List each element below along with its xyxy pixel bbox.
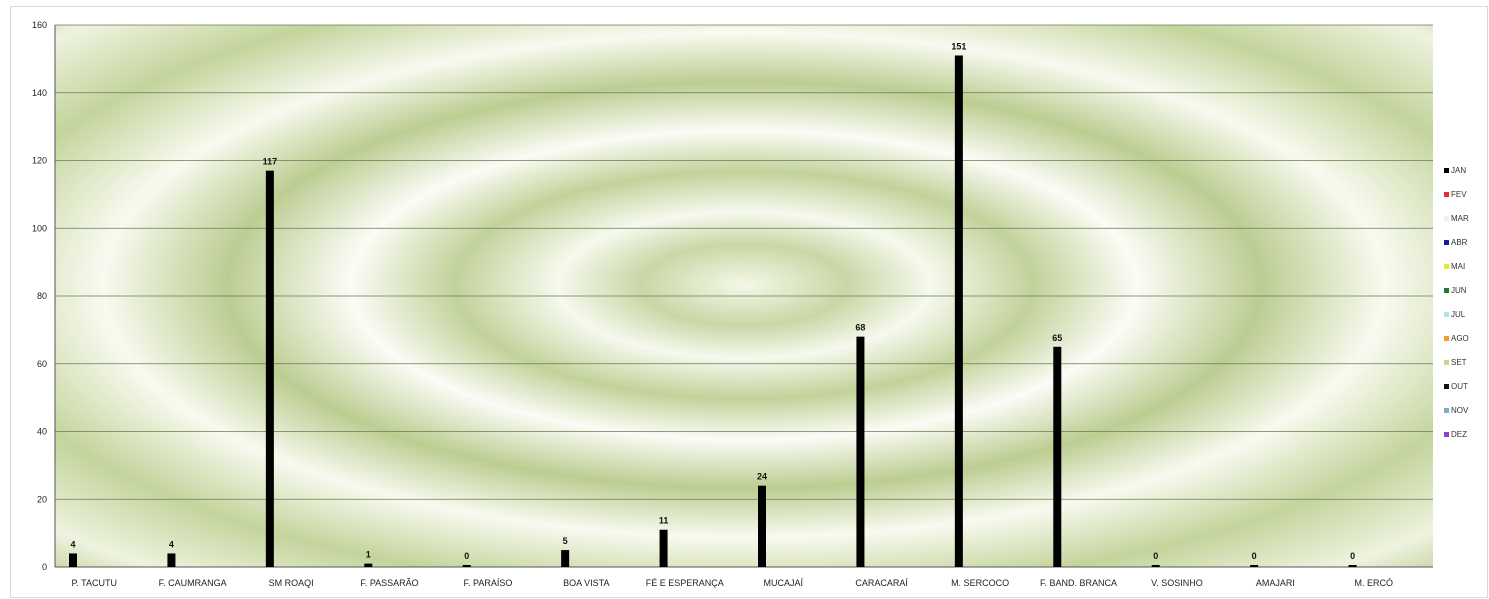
legend-entry-label: JUN <box>1451 286 1467 295</box>
data-label: 11 <box>659 516 669 526</box>
legend-swatch <box>1444 240 1449 245</box>
data-label: 151 <box>951 41 966 51</box>
data-label: 4 <box>169 539 174 549</box>
y-tick-label: 20 <box>37 494 47 504</box>
x-tick-label: AMAJARI <box>1256 578 1295 588</box>
bar <box>561 550 570 567</box>
y-tick-label: 140 <box>32 88 47 98</box>
legend-entry-label: MAR <box>1451 214 1469 223</box>
legend-swatch <box>1444 192 1449 197</box>
bar <box>1250 565 1259 567</box>
data-label: 1 <box>366 550 371 560</box>
bar <box>462 565 471 567</box>
data-label: 0 <box>1252 551 1257 561</box>
legend-swatch <box>1444 312 1449 317</box>
legend-swatch <box>1444 336 1449 341</box>
x-tick-label: M. ERCÓ <box>1355 578 1394 588</box>
legend-entry-label: DEZ <box>1451 430 1467 439</box>
bar <box>167 553 176 567</box>
data-label: 5 <box>563 536 568 546</box>
y-tick-label: 100 <box>32 223 47 233</box>
legend-entry-label: JAN <box>1451 166 1466 175</box>
legend-entry-label: AGO <box>1451 334 1469 343</box>
legend-swatch <box>1444 384 1449 389</box>
bar <box>954 55 963 568</box>
legend-entry-label: MAI <box>1451 262 1465 271</box>
data-label: 0 <box>1350 551 1355 561</box>
bar <box>1348 565 1357 567</box>
bar <box>364 563 373 567</box>
x-tick-label: FÉ E ESPERANÇA <box>646 578 724 588</box>
legend-swatch <box>1444 408 1449 413</box>
x-tick-label: P. TACUTU <box>71 578 117 588</box>
data-label: 117 <box>263 157 278 167</box>
y-tick-label: 80 <box>37 291 47 301</box>
y-tick-label: 0 <box>42 562 47 572</box>
legend-swatch <box>1444 168 1449 173</box>
legend-entry-label: NOV <box>1451 406 1469 415</box>
x-tick-label: F. CAUMRANGA <box>159 578 227 588</box>
x-tick-label: F. PARAÍSO <box>463 578 512 588</box>
y-tick-label: 40 <box>37 427 47 437</box>
data-label: 0 <box>1153 551 1158 561</box>
data-label: 0 <box>464 551 469 561</box>
legend-swatch <box>1444 216 1449 221</box>
legend-entry-label: OUT <box>1451 382 1468 391</box>
bar <box>1151 565 1160 567</box>
x-tick-label: BOA VISTA <box>563 578 609 588</box>
legend-swatch <box>1444 264 1449 269</box>
y-tick-label: 120 <box>32 156 47 166</box>
legend-entry-label: JUL <box>1451 310 1466 319</box>
legend-entry-label: SET <box>1451 358 1467 367</box>
x-tick-label: F. PASSARÃO <box>360 578 418 588</box>
chart-container: 0 20 40 60 80 100 120 140 160 4 P. TACUTU 4 F. CAUM… <box>10 6 1488 598</box>
bar <box>265 170 274 567</box>
x-tick-label: F. BAND. BRANCA <box>1040 578 1117 588</box>
legend-swatch <box>1444 360 1449 365</box>
legend-swatch <box>1444 288 1449 293</box>
x-tick-label: CARACARAÍ <box>855 578 908 588</box>
bar <box>1053 346 1062 567</box>
x-tick-label: M. SERCOCO <box>951 578 1009 588</box>
legend-entry-label: ABR <box>1451 238 1468 247</box>
x-tick-label: V. SOSINHO <box>1151 578 1203 588</box>
x-tick-label: MUCAJAÍ <box>763 578 803 588</box>
legend-entry-label: FEV <box>1451 190 1467 199</box>
bar <box>659 529 668 567</box>
data-label: 68 <box>855 323 865 333</box>
y-tick-label: 160 <box>32 20 47 30</box>
data-label: 4 <box>70 539 75 549</box>
legend-swatch <box>1444 432 1449 437</box>
bar <box>856 336 865 567</box>
y-tick-label: 60 <box>37 359 47 369</box>
bar <box>69 553 77 567</box>
data-label: 65 <box>1052 333 1062 343</box>
x-tick-label: SM ROAQI <box>269 578 314 588</box>
data-label: 24 <box>757 472 767 482</box>
bar <box>758 485 766 567</box>
